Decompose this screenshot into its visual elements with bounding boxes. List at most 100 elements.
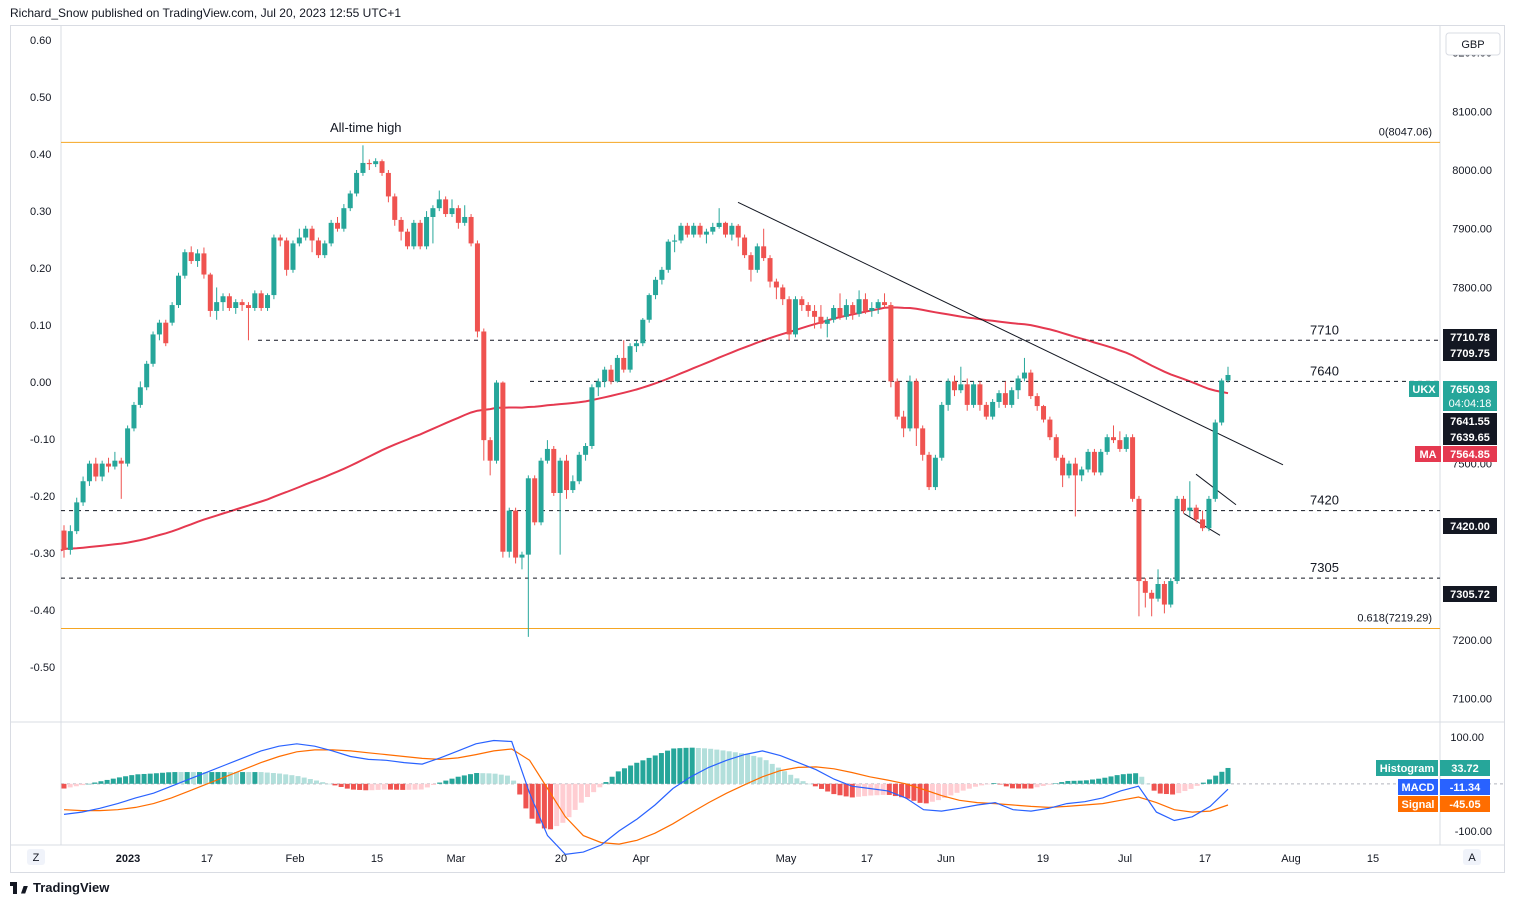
candle-body xyxy=(1136,498,1142,582)
candle-body xyxy=(945,381,951,405)
candle xyxy=(837,293,843,320)
histogram-bar xyxy=(1022,783,1028,789)
histogram-bar xyxy=(849,783,855,798)
candle xyxy=(328,219,334,247)
histogram-bar xyxy=(431,783,437,785)
candle xyxy=(411,219,417,250)
candle-body xyxy=(1123,437,1129,449)
histogram-bar xyxy=(381,783,387,790)
histogram-bar xyxy=(1009,783,1015,789)
candle xyxy=(913,378,919,446)
right-axis-tick: 8100.00 xyxy=(1452,106,1492,118)
candle xyxy=(716,208,722,229)
candle xyxy=(233,299,239,314)
candle xyxy=(557,457,563,555)
candle xyxy=(207,272,213,317)
histogram-bar xyxy=(658,753,664,784)
candle xyxy=(93,457,99,482)
candle xyxy=(563,454,569,499)
candle-body xyxy=(653,279,659,296)
candle-body xyxy=(544,448,550,461)
tradingview-logo[interactable]: TradingView xyxy=(10,880,109,895)
macd-label-bg xyxy=(1398,779,1438,795)
histogram-bar xyxy=(1188,783,1194,789)
time-axis-tick: Apr xyxy=(632,853,649,865)
candle-body xyxy=(723,222,729,235)
moving-average-layer xyxy=(60,306,1229,552)
candle-body xyxy=(494,382,500,461)
candle-body xyxy=(1193,507,1199,520)
histogram-bar xyxy=(289,775,295,784)
left-axis-tick: 0.00 xyxy=(30,377,51,389)
candle xyxy=(1098,448,1104,476)
ma-label: MA xyxy=(1419,449,1436,461)
candle-body xyxy=(207,274,213,311)
candle-body xyxy=(379,161,385,173)
candle xyxy=(633,340,639,353)
histogram-bar xyxy=(511,780,517,784)
candle xyxy=(156,319,162,341)
trendline xyxy=(737,201,1284,466)
candle xyxy=(1034,393,1040,411)
histogram-bar xyxy=(123,776,129,784)
signal-label: Signal xyxy=(1401,799,1434,811)
candle-body xyxy=(614,357,620,382)
histogram-bar xyxy=(166,772,172,784)
candle xyxy=(920,425,926,461)
left-axis-tick: -0.20 xyxy=(30,491,55,503)
candle-body xyxy=(1130,437,1136,499)
candle-body xyxy=(1155,584,1161,599)
histogram-bar xyxy=(1053,783,1059,784)
candle-body xyxy=(220,296,226,303)
candle-body xyxy=(608,369,614,382)
histogram-bar xyxy=(806,783,812,785)
candle xyxy=(1149,589,1155,617)
time-axis-tick: Mar xyxy=(447,853,466,865)
candle-body xyxy=(640,319,646,344)
candle xyxy=(335,216,341,232)
candle-body xyxy=(964,384,970,405)
histogram-bar xyxy=(554,783,560,827)
z-button-label: Z xyxy=(33,852,40,864)
candle-body xyxy=(398,219,404,232)
candle xyxy=(354,170,360,197)
candle xyxy=(697,222,703,238)
histogram-bar xyxy=(548,783,554,830)
time-axis-tick: May xyxy=(776,853,797,865)
candle-body xyxy=(1002,393,1008,405)
candle xyxy=(424,211,430,250)
time-axis-tick: 17 xyxy=(861,853,873,865)
candle-body xyxy=(767,258,773,282)
candle xyxy=(773,278,779,300)
histogram-bar xyxy=(467,774,473,784)
tradingview-logo-text: TradingView xyxy=(33,880,110,895)
candle-body xyxy=(1206,498,1212,529)
histogram-bar xyxy=(492,773,498,784)
signal-line xyxy=(63,748,1229,845)
ma-value: 7564.85 xyxy=(1450,449,1490,461)
candle-body xyxy=(563,460,569,491)
histogram-bar xyxy=(578,783,584,803)
histogram-bar xyxy=(61,783,67,789)
candle-body xyxy=(99,463,105,477)
histogram-bar xyxy=(529,783,535,819)
candle xyxy=(163,319,169,347)
candle xyxy=(907,375,913,432)
candle xyxy=(1219,378,1225,426)
candle xyxy=(1104,434,1110,455)
histogram-bar xyxy=(523,783,529,809)
histogram-bar xyxy=(905,783,911,799)
histogram-bar xyxy=(1059,782,1065,784)
histogram-bar xyxy=(129,775,135,784)
histogram-bar xyxy=(406,783,412,790)
histogram-bar xyxy=(240,772,246,784)
candle-body xyxy=(182,252,188,276)
candle xyxy=(640,317,646,347)
candle xyxy=(239,299,245,311)
histogram-bar xyxy=(671,748,677,784)
histogram-bar xyxy=(597,783,603,788)
candle-body xyxy=(455,208,461,223)
candle xyxy=(436,190,442,212)
candle xyxy=(220,293,226,311)
